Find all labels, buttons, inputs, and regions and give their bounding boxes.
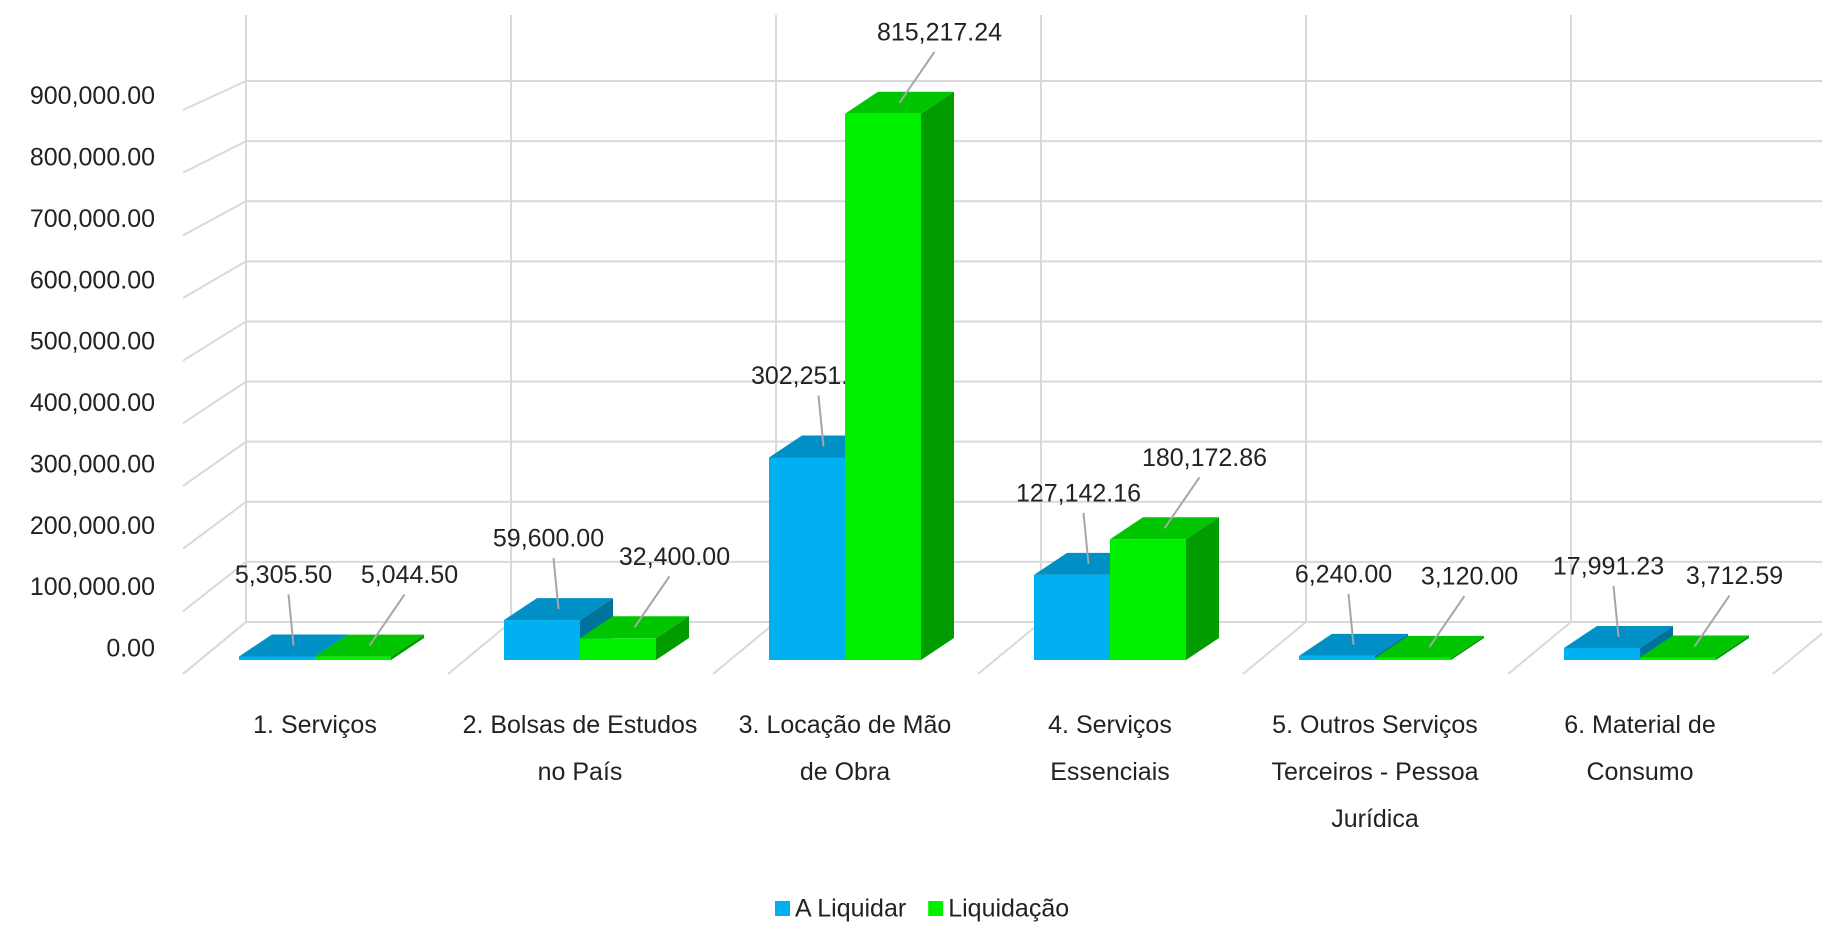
y-tick-label: 0.00 bbox=[106, 635, 155, 663]
legend-swatch bbox=[775, 901, 790, 916]
data-label: 127,142.16 bbox=[1016, 479, 1141, 507]
bar-side bbox=[656, 616, 689, 660]
grid-line bbox=[182, 500, 247, 550]
y-tick-label: 400,000.00 bbox=[30, 389, 155, 417]
leader-line bbox=[287, 594, 295, 646]
y-tick-label: 100,000.00 bbox=[30, 573, 155, 601]
y-tick-label: 700,000.00 bbox=[30, 205, 155, 233]
grid-line bbox=[182, 621, 247, 675]
leader-line bbox=[1163, 476, 1201, 529]
legend-label: A Liquidar bbox=[795, 895, 906, 923]
grid-line bbox=[182, 140, 247, 174]
data-label: 3,712.59 bbox=[1686, 562, 1783, 590]
grid-line bbox=[182, 260, 247, 299]
data-label: 5,305.50 bbox=[235, 561, 332, 589]
bar-front bbox=[845, 113, 921, 661]
bar-front bbox=[1640, 657, 1716, 660]
grid-line bbox=[182, 320, 247, 362]
floor-grid bbox=[977, 621, 1042, 675]
floor-grid bbox=[1772, 632, 1822, 675]
data-label: 180,172.86 bbox=[1142, 444, 1267, 472]
bar-side bbox=[391, 634, 424, 660]
legend-label: Liquidação bbox=[948, 895, 1069, 923]
leader-line bbox=[1693, 594, 1731, 648]
grid-line bbox=[182, 380, 247, 425]
floor-grid bbox=[1507, 621, 1572, 675]
y-tick-label: 200,000.00 bbox=[30, 512, 155, 540]
leader-line bbox=[1428, 595, 1466, 648]
y-tick-label: 500,000.00 bbox=[30, 328, 155, 356]
bar-front bbox=[1034, 574, 1110, 660]
leader-line bbox=[898, 51, 936, 104]
bar-front bbox=[504, 620, 580, 660]
legend-swatch bbox=[928, 901, 944, 916]
bar-front bbox=[1564, 647, 1640, 660]
bar-front bbox=[1375, 657, 1451, 660]
floor-grid bbox=[447, 621, 512, 675]
bar bbox=[1110, 517, 1219, 660]
y-tick-label: 800,000.00 bbox=[30, 143, 155, 171]
data-label: 5,044.50 bbox=[361, 561, 458, 589]
x-tick-label: 3. Locação de Mão de Obra bbox=[739, 711, 952, 786]
x-tick-label: 2. Bolsas de Estudos no País bbox=[463, 711, 698, 786]
data-label: 32,400.00 bbox=[619, 543, 730, 571]
x-tick-label: 1. Serviços bbox=[253, 711, 377, 739]
grid-line bbox=[182, 200, 247, 237]
x-tick-label: 4. Serviços Essenciais bbox=[1048, 711, 1172, 786]
leader-line bbox=[552, 557, 560, 610]
floor-grid bbox=[1242, 621, 1307, 675]
leader-line bbox=[817, 395, 825, 447]
leader-line bbox=[368, 594, 406, 647]
leader-line bbox=[1347, 593, 1355, 645]
bar-side bbox=[1186, 517, 1219, 660]
legend: A Liquidar Liquidação bbox=[775, 895, 1069, 923]
bar-side bbox=[1451, 635, 1484, 660]
leader-line bbox=[633, 575, 671, 628]
bar-front bbox=[315, 656, 391, 660]
grid-line bbox=[182, 561, 247, 613]
grid-line bbox=[182, 440, 247, 487]
bar-front bbox=[1110, 539, 1186, 660]
x-tick-label: 5. Outros Serviços Terceiros - Pessoa Jurí… bbox=[1271, 711, 1478, 833]
floor-grid bbox=[712, 621, 777, 675]
y-tick-label: 900,000.00 bbox=[30, 82, 155, 110]
data-label: 59,600.00 bbox=[493, 525, 604, 553]
y-tick-label: 300,000.00 bbox=[30, 450, 155, 478]
data-label: 815,217.24 bbox=[877, 18, 1002, 46]
bar-front bbox=[239, 656, 315, 660]
data-label: 3,120.00 bbox=[1421, 563, 1518, 591]
leader-line bbox=[1082, 512, 1090, 564]
data-label: 6,240.00 bbox=[1295, 560, 1392, 588]
x-tick-label: 6. Material de Consumo bbox=[1564, 711, 1715, 786]
bar-front bbox=[1299, 655, 1375, 660]
y-tick-label: 600,000.00 bbox=[30, 266, 155, 294]
bar-side bbox=[1640, 625, 1673, 660]
data-label: 17,991.23 bbox=[1553, 553, 1664, 581]
bar-front bbox=[580, 638, 656, 660]
grid-line bbox=[182, 80, 247, 111]
bar-side bbox=[1716, 635, 1749, 660]
bar-front bbox=[769, 457, 845, 660]
leader-line bbox=[1612, 585, 1620, 638]
bar-side bbox=[921, 91, 954, 661]
bar bbox=[845, 91, 954, 661]
